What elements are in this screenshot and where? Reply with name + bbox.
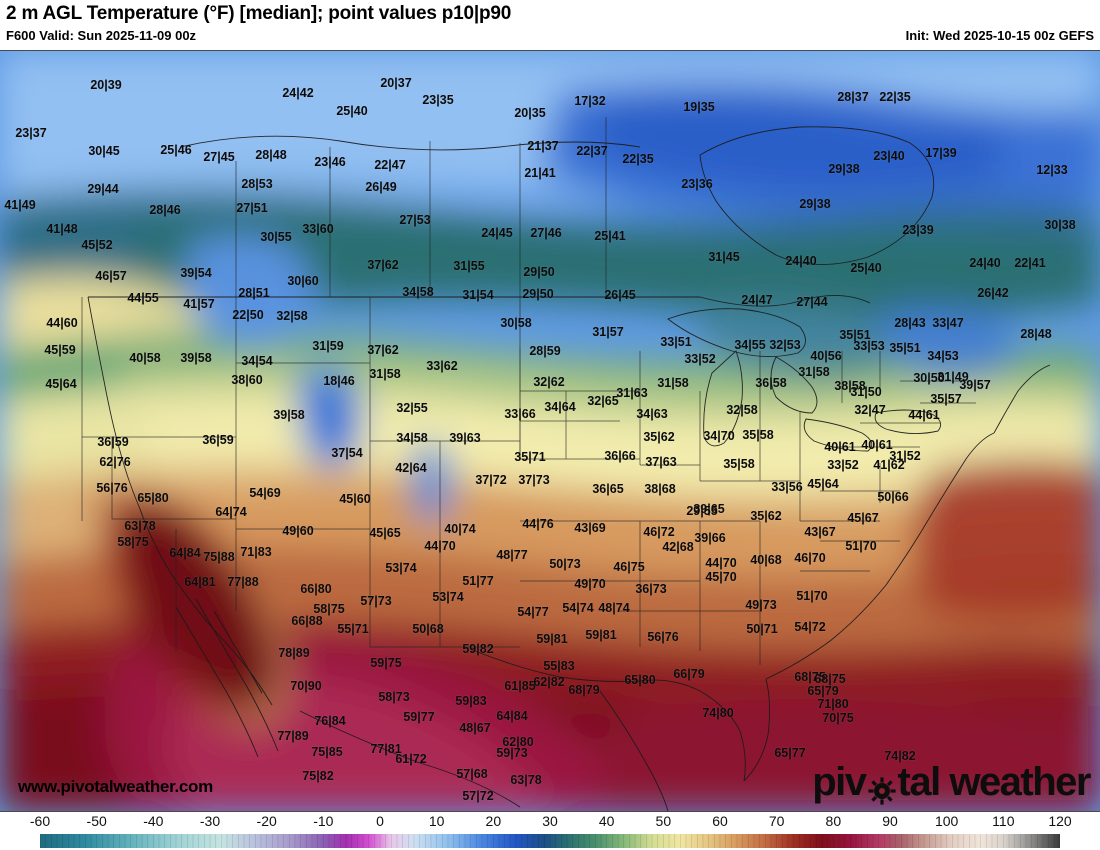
site-watermark: www.pivotalweather.com	[18, 777, 213, 796]
colorbar: -60 -50 -40 -30 -20 -10 0 10 20 30 40 50 60 70 80 90 100…	[0, 812, 1100, 850]
sun-gear-icon	[867, 771, 897, 805]
temperature-field	[0, 51, 1100, 811]
colorbar-tick: -10	[313, 813, 334, 829]
colorbar-tick: 80	[825, 813, 842, 829]
map-header: 2 m AGL Temperature (°F) [median]; point…	[0, 0, 1100, 50]
colorbar-tick: 90	[882, 813, 898, 829]
colorbar-tick: -20	[256, 813, 277, 829]
colorbar-gradient	[40, 834, 1060, 848]
colorbar-tick: -40	[143, 813, 164, 829]
colorbar-tick: 60	[712, 813, 728, 829]
colorbar-tick: -30	[199, 813, 221, 829]
init-time-label: Init: Wed 2025-10-15 00z GEFS	[905, 28, 1094, 43]
logo-text-left: piv	[812, 760, 867, 804]
colorbar-tick: 120	[1048, 813, 1072, 829]
colorbar-tick-labels: -60 -50 -40 -30 -20 -10 0 10 20 30 40 50 60 70 80 90 100…	[0, 812, 1100, 832]
map-viewport[interactable]: 20|39 24|42 20|37 23|35 25|40 20|35 17|32 19|35…	[0, 50, 1100, 812]
pivotal-weather-logo: piv	[812, 760, 1092, 805]
colorbar-tick: -50	[86, 813, 107, 829]
valid-time-label: F600 Valid: Sun 2025-11-09 00z	[6, 28, 197, 43]
colorbar-tick: 110	[992, 813, 1015, 829]
colorbar-tick: 30	[542, 813, 558, 829]
colorbar-tick: 40	[598, 813, 615, 829]
colorbar-tick: 20	[485, 813, 502, 829]
colorbar-tick: 100	[934, 813, 959, 829]
colorbar-tick: 70	[768, 813, 785, 829]
page-title: 2 m AGL Temperature (°F) [median]; point…	[6, 3, 512, 24]
colorbar-tick: -60	[29, 813, 51, 829]
colorbar-tick: 10	[428, 813, 445, 829]
colorbar-tick: 0	[376, 813, 384, 829]
logo-text-right: tal weather	[897, 760, 1092, 804]
colorbar-tick: 50	[655, 813, 672, 829]
